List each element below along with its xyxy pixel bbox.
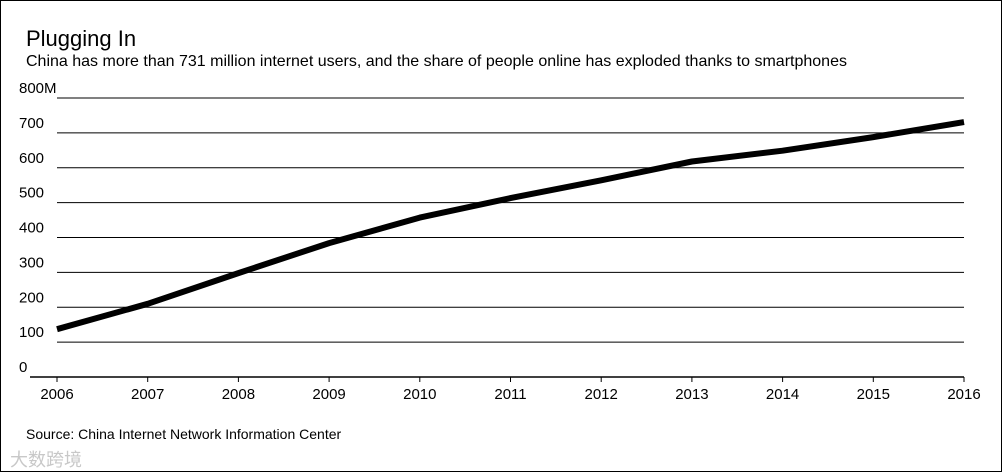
x-tick-label: 2015: [857, 386, 890, 403]
y-tick-label: 600: [19, 150, 44, 167]
x-tick-label: 2008: [222, 386, 255, 403]
x-tick-label: 2010: [403, 386, 436, 403]
y-tick-label: 0: [19, 359, 27, 376]
x-tick-label: 2006: [40, 386, 73, 403]
x-tick-label: 2013: [675, 386, 708, 403]
source-note: Source: China Internet Network Informati…: [26, 426, 342, 442]
y-tick-label: 700: [19, 115, 44, 132]
x-tick-label: 2007: [131, 386, 164, 403]
x-tick-label: 2011: [494, 386, 526, 403]
series-layer: [56, 119, 965, 333]
x-tick-label: 2012: [585, 386, 618, 403]
y-tick-label: 300: [19, 254, 44, 271]
x-tick-label: 2014: [766, 386, 799, 403]
gridlines: [30, 97, 964, 378]
chart-title: Plugging In: [26, 26, 137, 51]
chart-subtitle: China has more than 731 million internet…: [26, 53, 847, 70]
x-tick-label: 2016: [947, 386, 980, 403]
x-tick-label: 2009: [312, 386, 345, 403]
y-tick-label: 500: [19, 185, 44, 202]
y-tick-label: 100: [19, 324, 44, 341]
y-axis-tick-labels: 0 100 200 300 400 500 600 700 800M: [19, 80, 57, 376]
watermark-text: 大数跨境: [10, 450, 82, 471]
y-tick-label: 400: [19, 220, 44, 237]
y-tick-label: 200: [19, 289, 44, 306]
series-line: [56, 119, 965, 333]
x-axis-tick-labels: 2006 2007 2008 2009 2010 2011 2012 2013 2014 2015…: [40, 377, 981, 403]
y-tick-label: 800M: [19, 80, 57, 97]
